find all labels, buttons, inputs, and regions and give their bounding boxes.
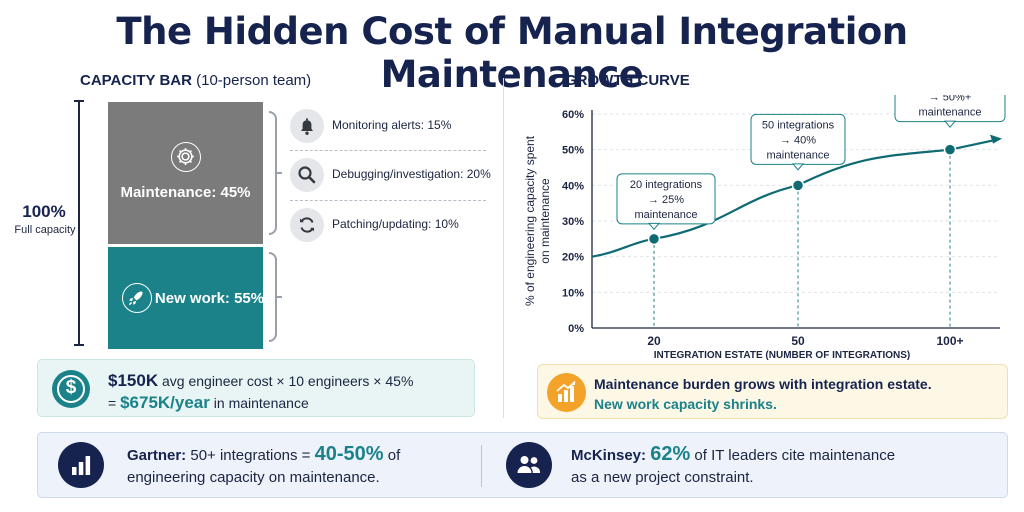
cost-line-1: $150K avg engineer cost × 10 engineers ×… [108, 371, 413, 391]
dollar-icon: $ [52, 370, 90, 408]
capacity-heading-text: CAPACITY BAR [80, 72, 192, 89]
gartner-post: of [383, 447, 401, 464]
x-tick-label: 20 [647, 334, 661, 348]
refresh-icon [290, 208, 324, 242]
series-line [591, 139, 993, 258]
data-point [647, 232, 661, 246]
gartner-line-1: Gartner: 50+ integrations = 40-50% of [127, 443, 400, 466]
magnifier-icon [290, 158, 324, 192]
mckinsey-source: McKinsey: [571, 447, 647, 464]
bar-chart-icon [58, 442, 104, 488]
cost-callout: $ $150K avg engineer cost × 10 engineers… [37, 359, 475, 417]
growth-curve-chart: 0% 10% 20% 30% 40% 50% 60% 20 50 100+ INTEGRATION … [523, 95, 1006, 361]
mckinsey-line-2: as a new project constraint. [571, 469, 754, 486]
mckinsey-line-1: McKinsey: 62% of IT leaders cite mainten… [571, 443, 895, 466]
maintenance-label: Maintenance: 45% [120, 184, 251, 201]
cost-suffix: in maintenance [209, 395, 309, 411]
y-tick-label: 50% [562, 145, 584, 157]
full-capacity-bracket [74, 100, 88, 346]
gartner-line-2: engineering capacity on maintenance. [127, 469, 380, 486]
y-axis-title: % of engineering capacity spenton mainte… [523, 135, 552, 306]
maintenance-bar-segment: Maintenance: 45% [108, 102, 263, 244]
annotation-pointer [943, 120, 957, 128]
x-tick-label: 100+ [936, 334, 963, 348]
annotation-label: 50 integrations [762, 119, 835, 131]
y-tick-label: 30% [562, 216, 584, 228]
breakdown-label: Patching/updating: 10% [332, 217, 459, 231]
cost-line-2: = $675K/year in maintenance [108, 393, 309, 413]
cost-formula: avg engineer cost × 10 engineers × 45% [158, 373, 414, 389]
stats-divider [481, 445, 482, 487]
cost-total: $675K/year [120, 393, 210, 412]
insight-subline: New work capacity shrinks. [594, 396, 777, 412]
full-capacity-percent: 100% [22, 202, 66, 221]
new-work-bar-segment: New work: 55% [108, 247, 264, 349]
annotation-box [616, 173, 716, 225]
insight-callout: Maintenance burden grows with integratio… [537, 364, 1008, 419]
gartner-value: 40-50% [314, 443, 384, 465]
breakdown-divider [290, 150, 486, 151]
annotation-label: → 50%+ [929, 95, 972, 104]
gartner-source: Gartner: [127, 447, 187, 464]
maintenance-brace-nub [276, 172, 282, 174]
section-divider [503, 78, 504, 418]
new-work-label: New work: 55% [154, 290, 265, 307]
annotation-label: maintenance [767, 149, 830, 161]
mckinsey-value: 62% [650, 443, 691, 465]
people-icon [506, 442, 552, 488]
x-axis-title: INTEGRATION ESTATE (NUMBER OF INTEGRATIO… [654, 350, 910, 361]
annotation-label: 20 integrations [630, 179, 703, 191]
insight-headline: Maintenance burden grows with integratio… [594, 376, 932, 392]
y-tick-label: 20% [562, 252, 584, 264]
annotation-pointer [647, 222, 661, 231]
y-tick-label: 40% [562, 180, 584, 192]
y-tick-label: 0% [568, 323, 584, 335]
rocket-icon [122, 283, 152, 313]
annotation-label: maintenance [635, 209, 698, 221]
annotation-label: maintenance [919, 107, 982, 119]
mckinsey-post: of IT leaders cite maintenance [690, 447, 896, 464]
annotation-label: → 40% [780, 134, 816, 146]
gartner-pre: 50+ integrations = [186, 447, 315, 464]
data-point [791, 179, 805, 192]
annotation-pointer [791, 163, 805, 171]
data-point [943, 143, 957, 156]
cost-equals: = [108, 395, 121, 411]
breakdown-label: Debugging/investigation: 20% [332, 167, 491, 181]
page-title: The Hidden Cost of Manual Integration Ma… [116, 10, 908, 96]
series-arrowhead [990, 134, 1002, 144]
x-tick-label: 50 [791, 334, 805, 348]
research-stats-strip: Gartner: 50+ integrations = 40-50% of en… [37, 432, 1008, 498]
annotation-label: → 25% [648, 194, 684, 206]
y-tick-label: 10% [562, 287, 584, 299]
cost-amount: $150K [108, 371, 159, 390]
trend-chart-icon [547, 373, 586, 412]
full-capacity-label: Full capacity [14, 224, 76, 236]
capacity-heading: CAPACITY BAR (10-person team) [80, 72, 311, 89]
growth-heading: GROWTH CURVE [565, 72, 690, 89]
capacity-heading-sub: (10-person team) [196, 72, 312, 89]
y-tick-label: 60% [562, 109, 584, 121]
breakdown-divider [290, 200, 486, 201]
breakdown-label: Monitoring alerts: 15% [332, 118, 452, 132]
new-work-brace-nub [276, 296, 282, 298]
gear-icon [171, 142, 201, 172]
bell-icon [290, 109, 324, 143]
